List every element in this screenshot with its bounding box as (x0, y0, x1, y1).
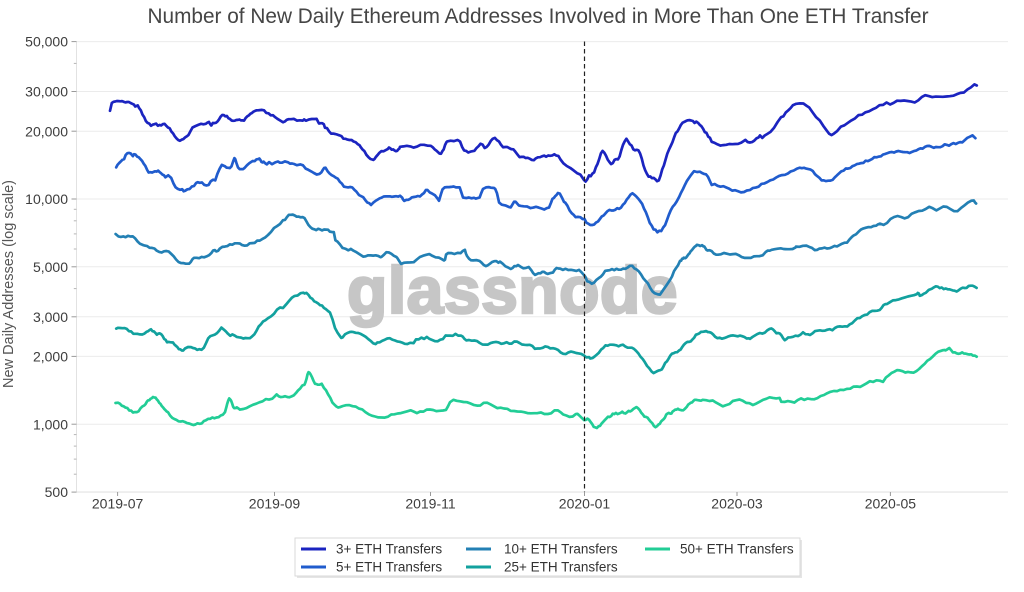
svg-text:2020-05: 2020-05 (865, 496, 917, 512)
svg-text:2019-09: 2019-09 (249, 496, 301, 512)
svg-text:2020-01: 2020-01 (559, 496, 611, 512)
svg-text:50,000: 50,000 (25, 34, 68, 50)
svg-text:25+ ETH Transfers: 25+ ETH Transfers (504, 560, 618, 575)
svg-text:20,000: 20,000 (25, 123, 68, 139)
svg-text:500: 500 (45, 484, 69, 500)
svg-text:glassnode: glassnode (347, 253, 678, 327)
svg-text:5+ ETH Transfers: 5+ ETH Transfers (336, 560, 442, 575)
svg-text:3+ ETH Transfers: 3+ ETH Transfers (336, 542, 442, 557)
svg-text:2019-07: 2019-07 (92, 496, 144, 512)
svg-text:30,000: 30,000 (25, 84, 68, 100)
svg-text:3,000: 3,000 (33, 309, 68, 325)
svg-text:10+ ETH Transfers: 10+ ETH Transfers (504, 542, 618, 557)
svg-text:2,000: 2,000 (33, 349, 68, 365)
svg-text:2019-11: 2019-11 (405, 496, 456, 512)
svg-text:10,000: 10,000 (25, 191, 68, 207)
svg-text:50+ ETH Transfers: 50+ ETH Transfers (680, 542, 794, 557)
svg-text:New Daily Addresses (log scale: New Daily Addresses (log scale) (1, 180, 17, 388)
svg-text:5,000: 5,000 (33, 259, 68, 275)
svg-text:Number of New Daily Ethereum A: Number of New Daily Ethereum Addresses I… (148, 5, 929, 28)
svg-text:1,000: 1,000 (33, 416, 68, 432)
svg-text:2020-03: 2020-03 (711, 496, 763, 512)
